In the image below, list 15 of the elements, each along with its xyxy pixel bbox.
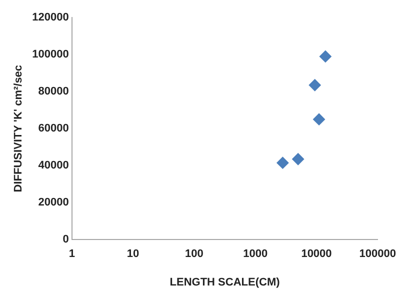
y-tick-label: 60000 (38, 122, 69, 135)
x-tick-label: 100 (185, 248, 204, 260)
y-axis-title: DIFFUSIVITY 'K' cm²/sec (12, 64, 25, 192)
x-tick-label: 100000 (359, 248, 396, 260)
y-tick-label: 80000 (38, 86, 69, 98)
x-axis-title: LENGTH SCALE(CM) (170, 276, 280, 288)
y-tick-label: 120000 (32, 12, 69, 24)
y-tick-label: 100000 (32, 48, 69, 61)
x-tick-label: 10 (126, 248, 140, 260)
x-tick-label: 1000 (243, 248, 268, 260)
y-tick-label: 0 (62, 234, 69, 246)
x-tick-label: 10000 (301, 248, 332, 260)
x-tick-label: 1 (68, 248, 75, 260)
y-tick-label: 20000 (38, 196, 69, 209)
y-tick-label: 40000 (38, 160, 69, 172)
